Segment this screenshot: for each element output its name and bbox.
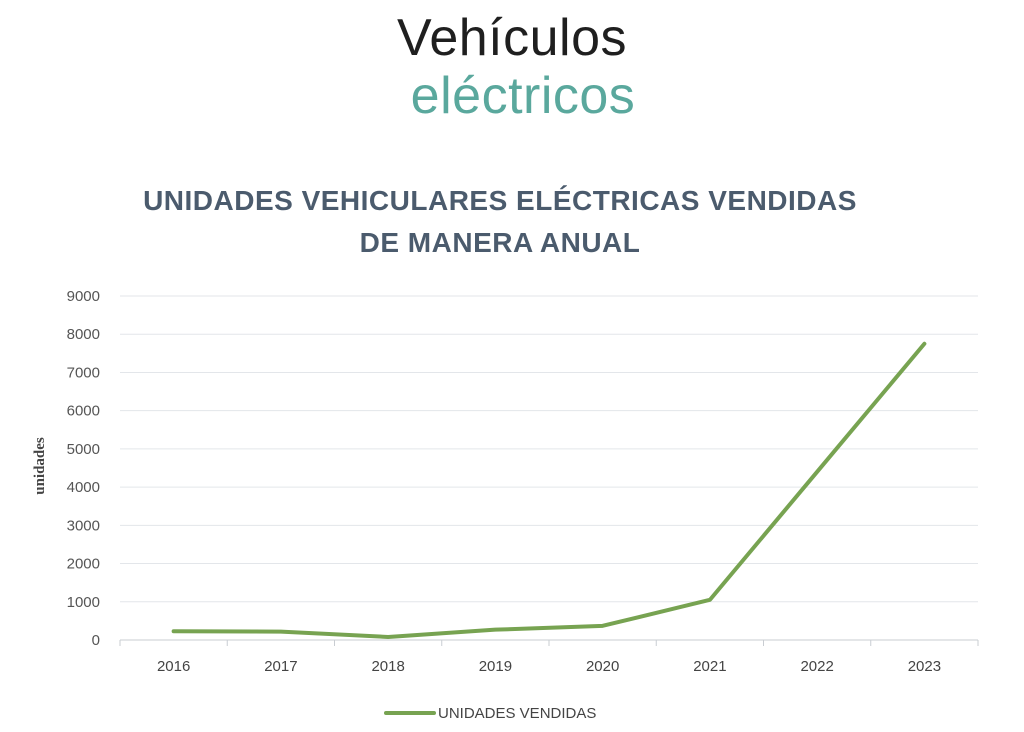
y-tick-label: 1000 [67,594,100,611]
y-tick-label: 5000 [67,441,100,458]
y-tick-label: 2000 [67,556,100,573]
y-tick-label: 0 [92,632,100,649]
x-tick-label: 2018 [371,658,404,675]
legend-label: UNIDADES VENDIDAS [438,705,596,722]
y-axis-label: unidades [32,437,48,495]
brand-line-2: eléctricos [410,67,636,125]
chart-title-line-2: DE MANERA ANUAL [359,227,641,258]
y-tick-label: 7000 [67,364,100,381]
y-tick-label: 3000 [67,517,100,534]
x-tick-label: 2023 [908,658,941,675]
brand-logo: Vehículos eléctricos [0,8,1024,124]
y-tick-label: 4000 [67,479,100,496]
x-tick-label: 2019 [479,658,512,675]
y-tick-label: 9000 [67,288,100,305]
y-tick-label: 6000 [67,403,100,420]
x-tick-label: 2022 [800,658,833,675]
brand-line-1: Vehículos [397,9,627,67]
x-tick-label: 2020 [586,658,619,675]
x-tick-label: 2016 [157,658,190,675]
x-tick-label: 2017 [264,658,297,675]
chart-title: UNIDADES VEHICULARES ELÉCTRICAS VENDIDAS… [100,180,900,264]
y-tick-label: 8000 [67,326,100,343]
chart-title-line-1: UNIDADES VEHICULARES ELÉCTRICAS VENDIDAS [143,185,857,216]
series-line [171,341,927,639]
x-tick-label: 2021 [693,658,726,675]
